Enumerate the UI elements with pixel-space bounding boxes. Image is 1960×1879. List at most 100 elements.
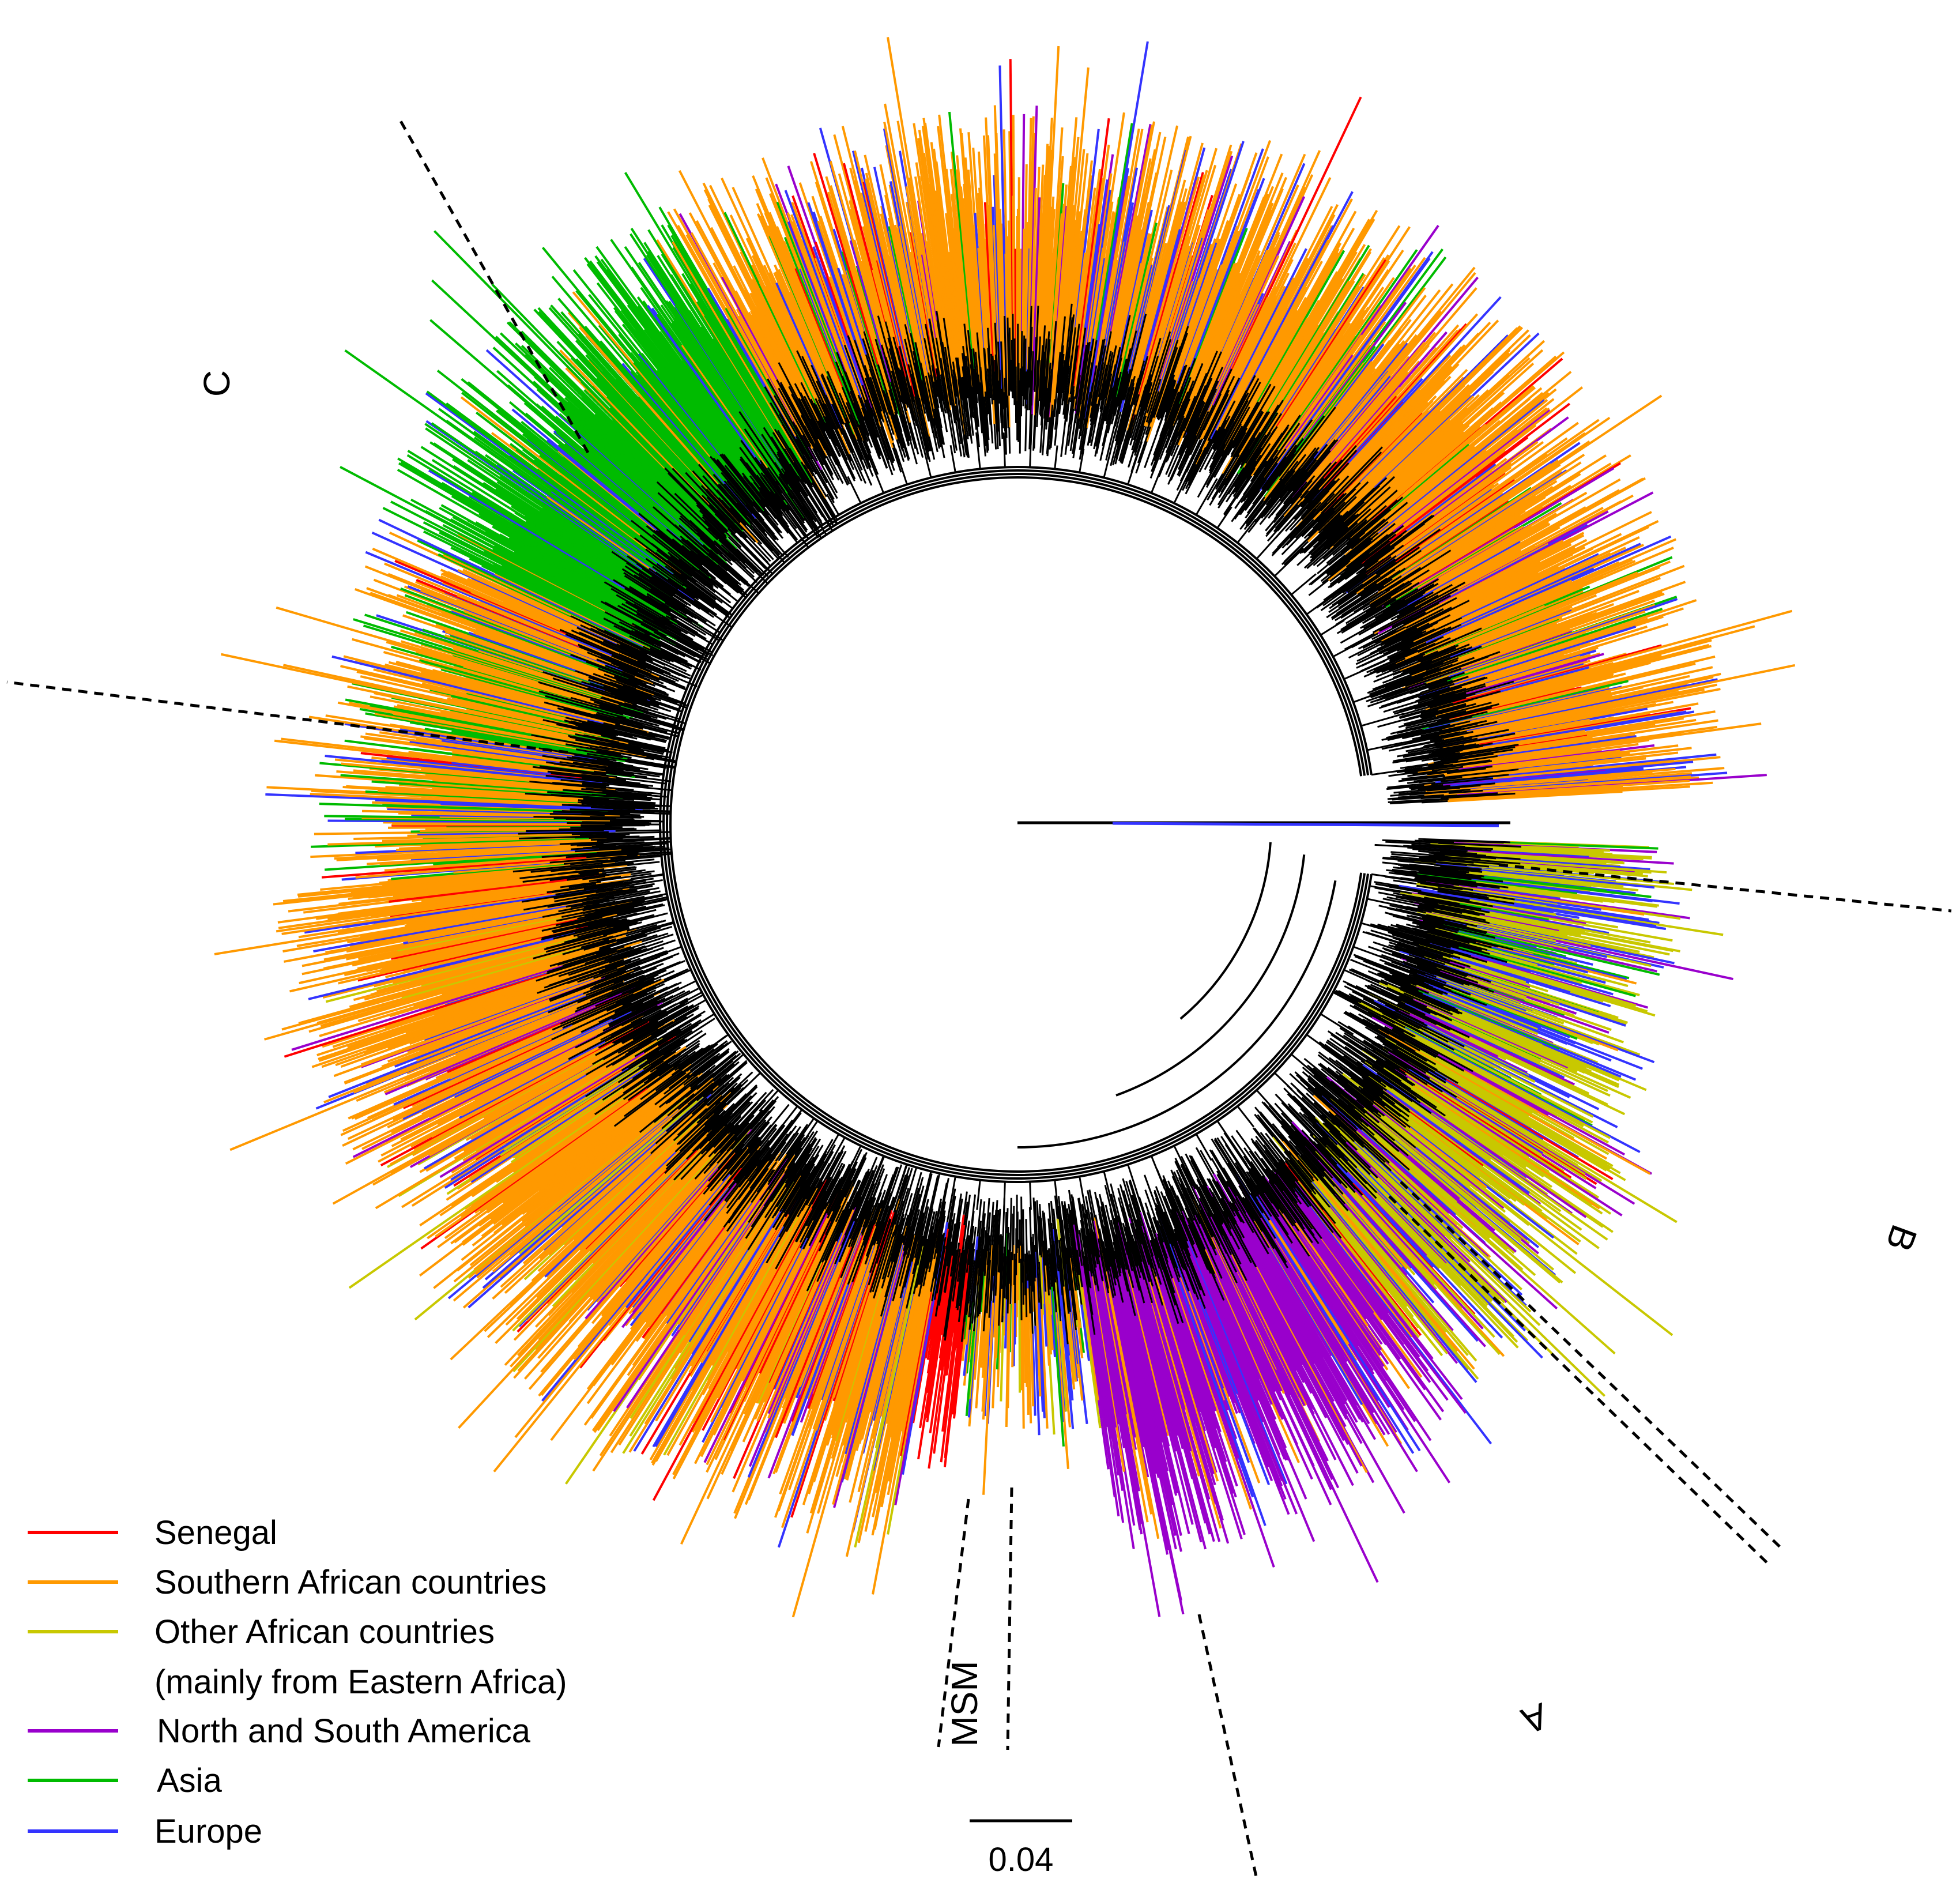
internal-branch — [988, 1202, 994, 1270]
tip-branch-southern — [534, 1153, 703, 1328]
tip-branch-southern — [318, 974, 569, 1060]
internal-branch — [646, 756, 677, 764]
internal-branch — [594, 714, 679, 737]
internal-branch — [653, 620, 705, 650]
internal-branch — [588, 676, 656, 701]
internal-branch — [1124, 1226, 1133, 1253]
internal-branch — [547, 890, 638, 908]
tip-branch-southern — [982, 1302, 994, 1495]
tip-branch-asia — [564, 443, 668, 530]
tip-branch-southern — [667, 211, 797, 437]
tip-branch-southern — [322, 951, 618, 1048]
internal-branch — [636, 609, 712, 653]
internal-branch — [715, 1087, 735, 1106]
internal-branch — [598, 995, 655, 1023]
internal-branch — [1392, 868, 1472, 880]
internal-branch — [602, 1050, 677, 1101]
internal-branch — [944, 1256, 958, 1341]
internal-branch — [604, 940, 664, 962]
backbone-arc — [669, 476, 1363, 1173]
internal-branch — [1402, 894, 1456, 906]
tip-branch-southern — [1026, 1281, 1032, 1424]
internal-branch — [1227, 1162, 1276, 1239]
internal-branch — [685, 588, 715, 609]
internal-branch — [709, 1122, 750, 1167]
internal-branch — [770, 402, 815, 477]
tip-branch-america — [1273, 1248, 1374, 1414]
internal-branch — [888, 404, 906, 458]
internal-branch — [1255, 1135, 1296, 1189]
internal-branch — [897, 1168, 917, 1230]
tip-branch-southern — [1491, 739, 1650, 762]
internal-branch — [595, 896, 668, 913]
tip-branch-southern — [1328, 407, 1548, 581]
internal-branch — [602, 782, 673, 792]
tip-branch-america — [1334, 1192, 1454, 1331]
internal-branch — [862, 338, 892, 426]
tip-branch-southern — [1492, 750, 1620, 768]
internal-branch — [767, 378, 813, 460]
internal-branch — [549, 872, 606, 882]
tip-branch-other — [1363, 1143, 1523, 1290]
internal-branch — [978, 1201, 986, 1269]
tip-branch-southern — [885, 1287, 918, 1424]
internal-branch — [1004, 315, 1008, 408]
internal-branch — [619, 706, 658, 720]
internal-branch — [585, 1029, 664, 1076]
tip-branch-america — [1321, 1238, 1382, 1321]
internal-branch — [1327, 1030, 1356, 1050]
internal-branch — [551, 793, 635, 801]
internal-branch — [551, 1002, 632, 1041]
internal-branch — [1307, 1078, 1332, 1099]
internal-branch — [1439, 850, 1477, 855]
tip-branch-southern — [589, 1129, 713, 1252]
tip-branch-america — [1182, 1249, 1270, 1468]
internal-branch — [1362, 1018, 1390, 1035]
tip-branch-asia — [1264, 256, 1447, 498]
tip-branch-other — [512, 1153, 715, 1373]
tip-branch-europe — [325, 754, 602, 785]
internal-branch — [1169, 1225, 1200, 1300]
tip-branch-southern — [853, 180, 898, 349]
internal-branch — [1437, 890, 1514, 905]
tip-branch-other — [1284, 1157, 1414, 1318]
internal-branch — [1314, 1137, 1348, 1173]
tip-branch-europe — [1187, 242, 1218, 327]
internal-branch — [635, 775, 672, 782]
internal-branch — [876, 1221, 885, 1245]
internal-branch — [1362, 1087, 1401, 1117]
tip-branch-europe — [1075, 1330, 1088, 1425]
internal-branch — [1008, 427, 1011, 454]
internal-branch — [1022, 1209, 1025, 1262]
internal-branch — [1117, 1188, 1143, 1273]
internal-branch — [1289, 1073, 1314, 1097]
internal-branch — [1377, 1072, 1421, 1104]
tip-branch-southern — [1225, 324, 1320, 479]
internal-branch — [1005, 1226, 1009, 1300]
internal-branch — [865, 354, 886, 413]
internal-branch — [763, 475, 790, 511]
tip-branch-southern — [992, 1272, 1000, 1409]
internal-branch — [1201, 1184, 1224, 1225]
internal-branch — [576, 973, 659, 1010]
tip-branch-america — [1212, 1173, 1405, 1514]
tip-branch-southern — [1326, 334, 1418, 446]
internal-branch — [1264, 1149, 1310, 1208]
internal-branch — [816, 381, 839, 430]
internal-branch — [1208, 1188, 1232, 1230]
tip-branch-europe — [451, 761, 551, 775]
internal-branch — [1039, 1204, 1043, 1247]
internal-branch — [581, 777, 654, 787]
internal-branch — [877, 315, 903, 402]
tip-branch-southern — [1234, 258, 1309, 402]
internal-branch — [1384, 976, 1419, 992]
tip-branch-europe — [787, 221, 847, 372]
tip-branch-southern — [1260, 257, 1386, 449]
internal-branch — [541, 916, 603, 932]
internal-branch — [906, 1172, 922, 1226]
tip-branch-asia — [586, 263, 751, 477]
internal-branch — [590, 816, 642, 819]
internal-branch — [709, 455, 765, 521]
tip-branch-southern — [1390, 462, 1612, 598]
internal-branch — [805, 1151, 834, 1200]
